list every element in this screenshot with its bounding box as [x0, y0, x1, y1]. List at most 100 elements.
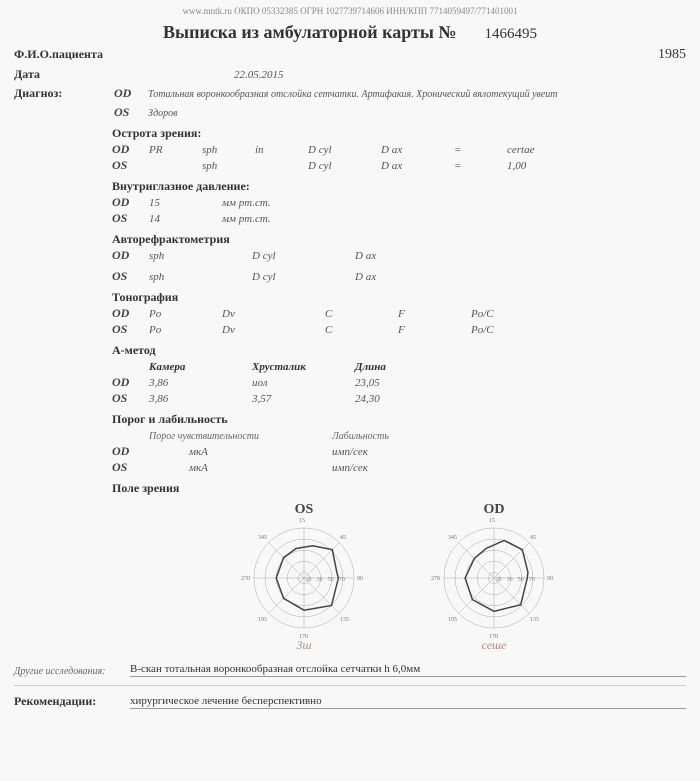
chart-od-label: OD — [414, 502, 574, 518]
amethod-od-c1: 3,86 — [149, 377, 249, 389]
diagnosis-label: Диагноз: — [14, 86, 114, 101]
recom-label: Рекомендации: — [14, 694, 124, 709]
svg-text:345: 345 — [448, 535, 457, 541]
autoref-od-c3: D ax — [355, 250, 425, 262]
svg-text:195: 195 — [258, 617, 267, 623]
autoref-os: OS — [112, 269, 146, 284]
tono-od-c3: C — [325, 308, 395, 320]
svg-text:15: 15 — [489, 518, 495, 524]
iop-os-unit: мм рт.ст. — [222, 213, 322, 225]
lability-sub1: Порог чувствительности — [149, 431, 329, 442]
tono-od: OD — [112, 306, 146, 321]
svg-text:50: 50 — [328, 577, 334, 583]
iop-od-val: 15 — [149, 197, 219, 209]
iop-od-unit: мм рт.ст. — [222, 197, 322, 209]
date-label: Дата — [14, 67, 114, 82]
acuity-os-c4: D cyl — [308, 160, 378, 172]
amethod-col2: Хрусталик — [252, 361, 352, 373]
autoref-os-c1: sph — [149, 271, 249, 283]
autoref-od: OD — [112, 248, 146, 263]
doc-number: 1466495 — [484, 26, 537, 43]
tono-os-c5: Po/C — [471, 324, 541, 336]
amethod-od-c3: 23,05 — [355, 377, 455, 389]
svg-text:70: 70 — [529, 577, 535, 583]
amethod-os-c2: 3,57 — [252, 393, 352, 405]
fio-label: Ф.И.О.пациента — [14, 47, 103, 62]
tono-od-c1: Po — [149, 308, 219, 320]
acuity-os-c2: sph — [202, 160, 252, 172]
autoref-od-c2: D cyl — [252, 250, 352, 262]
acuity-os-c5: D ax — [381, 160, 451, 172]
svg-text:70: 70 — [339, 577, 345, 583]
acuity-od-c5: D ax — [381, 144, 451, 156]
iop-od: OD — [112, 195, 146, 210]
lability-os: OS — [112, 460, 146, 475]
lability-os-c2: имп/сек — [332, 462, 452, 474]
visual-field-chart-od: 10305070904513517015270195345 — [414, 518, 574, 638]
lability-sub2: Лабильность — [332, 431, 452, 442]
amethod-od-c2: иол — [252, 377, 352, 389]
tono-od-c4: F — [398, 308, 468, 320]
svg-text:45: 45 — [530, 535, 536, 541]
svg-text:15: 15 — [299, 518, 305, 524]
tono-os-c2: Dv — [222, 324, 322, 336]
svg-text:50: 50 — [518, 577, 524, 583]
iop-header: Внутриглазное давление: — [112, 179, 686, 194]
svg-text:10: 10 — [306, 577, 312, 583]
chart-os-label: OS — [224, 502, 384, 518]
svg-text:10: 10 — [496, 577, 502, 583]
tono-od-c5: Po/C — [471, 308, 541, 320]
visual-field-chart-os: 10305070904513517015270195345 — [224, 518, 384, 638]
autoref-os-c3: D ax — [355, 271, 425, 283]
acuity-od-c7: certae — [507, 144, 577, 156]
svg-text:90: 90 — [547, 576, 553, 582]
recom-text: хирургическое лечение бесперспективно — [130, 695, 686, 709]
date-value: 22.05.2015 — [234, 69, 284, 81]
svg-text:195: 195 — [448, 617, 457, 623]
tono-os: OS — [112, 322, 146, 337]
acuity-od-c2: sph — [202, 144, 252, 156]
chart-od-note: сеше — [414, 638, 574, 653]
svg-text:45: 45 — [340, 535, 346, 541]
diag-os-text: Здоров — [148, 108, 177, 119]
diag-od-text: Тотальная воронкообразная отслойка сетча… — [148, 89, 558, 100]
acuity-os-c7: 1,00 — [507, 160, 577, 172]
amethod-os: OS — [112, 391, 146, 406]
acuity-header: Острота зрения: — [112, 126, 686, 141]
autoref-od-c1: sph — [149, 250, 249, 262]
svg-text:30: 30 — [507, 577, 513, 583]
tono-os-c4: F — [398, 324, 468, 336]
tono-header: Тонография — [112, 290, 686, 305]
svg-text:270: 270 — [431, 576, 440, 582]
field-header: Поле зрения — [112, 481, 686, 496]
svg-text:90: 90 — [357, 576, 363, 582]
svg-text:270: 270 — [241, 576, 250, 582]
amethod-header: А-метод — [112, 343, 686, 358]
amethod-col3: Длина — [355, 361, 455, 373]
tono-os-c3: C — [325, 324, 395, 336]
acuity-os-c6: = — [454, 160, 504, 172]
autoref-header: Авторефрактометрия — [112, 232, 686, 247]
other-label: Другие исследования: — [14, 666, 124, 677]
doc-title: Выписка из амбулаторной карты № — [163, 22, 456, 43]
iop-os-val: 14 — [149, 213, 219, 225]
acuity-od: OD — [112, 142, 146, 157]
lability-od-c1: мкА — [149, 446, 329, 458]
amethod-od: OD — [112, 375, 146, 390]
lability-os-c1: мкА — [149, 462, 329, 474]
amethod-os-c1: 3,86 — [149, 393, 249, 405]
acuity-od-c1: PR — [149, 144, 199, 156]
acuity-os: OS — [112, 158, 146, 173]
autoref-os-c2: D cyl — [252, 271, 352, 283]
other-text: В-скан тотальная воронкообразная отслойк… — [130, 663, 686, 677]
chart-os-note: 3ш — [224, 638, 384, 653]
acuity-od-c3: in — [255, 144, 305, 156]
acuity-od-c6: = — [454, 144, 504, 156]
amethod-col1: Камера — [149, 361, 249, 373]
lability-header: Порог и лабильность — [112, 412, 686, 427]
svg-text:345: 345 — [258, 535, 267, 541]
birth-year: 1985 — [658, 47, 686, 63]
diag-os-label: OS — [114, 105, 148, 120]
top-info: www.mntk.ru ОКПО 05332385 ОГРН 102773971… — [14, 6, 686, 16]
diag-od-label: OD — [114, 86, 148, 101]
